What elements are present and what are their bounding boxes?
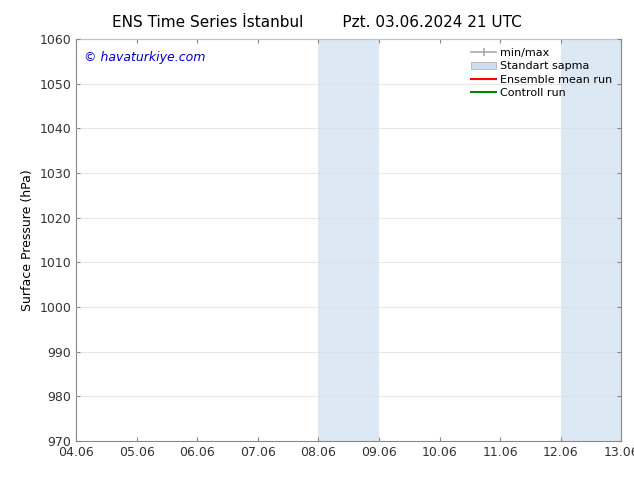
Text: © havaturkiye.com: © havaturkiye.com: [84, 51, 205, 64]
Bar: [560, 39, 591, 441]
Text: ENS Time Series İstanbul        Pzt. 03.06.2024 21 UTC: ENS Time Series İstanbul Pzt. 03.06.2024…: [112, 15, 522, 30]
Legend: min/max, Standart sapma, Ensemble mean run, Controll run: min/max, Standart sapma, Ensemble mean r…: [468, 45, 616, 101]
Bar: [591, 39, 621, 441]
Y-axis label: Surface Pressure (hPa): Surface Pressure (hPa): [21, 169, 34, 311]
Bar: [318, 39, 349, 441]
Bar: [349, 39, 379, 441]
